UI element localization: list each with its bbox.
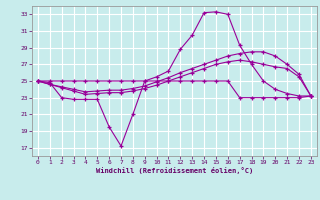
X-axis label: Windchill (Refroidissement éolien,°C): Windchill (Refroidissement éolien,°C) [96, 167, 253, 174]
